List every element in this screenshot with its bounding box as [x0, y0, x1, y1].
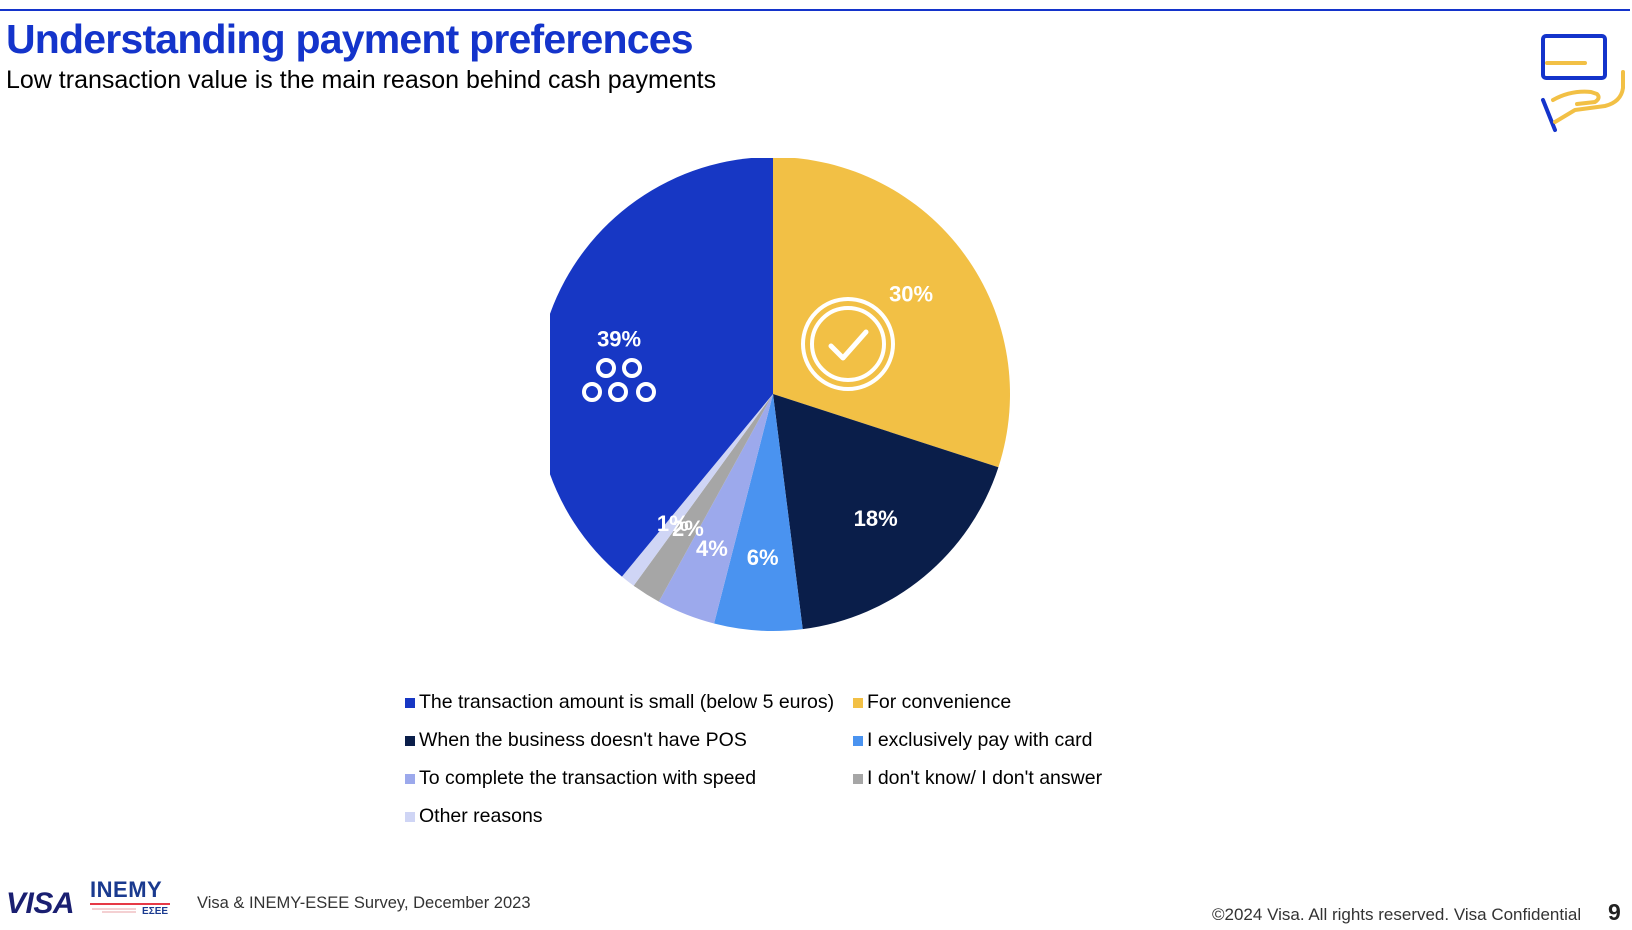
legend-swatch: [405, 735, 415, 746]
slice-label: 6%: [747, 545, 779, 570]
coins-icon: [582, 358, 656, 402]
legend-swatch: [853, 735, 863, 746]
copyright-notice: ©2024 Visa. All rights reserved. Visa Co…: [1212, 905, 1582, 924]
pie-slice: [773, 158, 1010, 468]
slice-label: 39%: [597, 327, 641, 352]
inemy-logo-fineprint: [92, 908, 137, 913]
legend-swatch: [405, 773, 415, 784]
legend-label: I exclusively pay with card: [867, 729, 1093, 751]
top-rule: [0, 9, 1630, 11]
pie-slice: [714, 394, 803, 631]
slice-label: 1%: [657, 511, 689, 536]
legend-label: The transaction amount is small (below 5…: [419, 691, 835, 713]
slice-label: 18%: [854, 506, 898, 531]
source-note: Visa & INEMY-ESEE Survey, December 2023: [197, 894, 531, 912]
legend-item: I exclusively pay with card: [853, 726, 1153, 755]
legend-label: To complete the transaction with speed: [419, 767, 757, 789]
legend-item: Other reasons: [405, 802, 853, 831]
page-subtitle: Low transaction value is the main reason…: [6, 66, 717, 94]
pie-slice: [633, 394, 773, 602]
inemy-logo: INEMY ΕΣΕΕ: [90, 877, 171, 919]
legend-label: I don't know/ I don't answer: [867, 767, 1103, 789]
inemy-logo-text: INEMY: [90, 877, 163, 902]
legend-label: When the business doesn't have POS: [419, 729, 747, 751]
slice-label: 4%: [696, 536, 728, 561]
pie-slice: [773, 394, 999, 630]
inemy-logo-subtext: ΕΣΕΕ: [142, 906, 169, 917]
visa-logo: VISA: [6, 887, 75, 920]
check-circle-icon: [801, 297, 895, 391]
inemy-logo-rule: [90, 903, 171, 905]
legend-label: For convenience: [867, 691, 1012, 713]
footer-logos: VISA INEMY ΕΣΕΕ: [6, 877, 171, 920]
pie-chart: 30% 18% 6% 4%2%1% 39%: [550, 158, 1010, 631]
legend: The transaction amount is small (below 5…: [405, 688, 1153, 831]
page-number: 9: [1608, 899, 1621, 925]
legend-item: To complete the transaction with speed: [405, 764, 853, 793]
legend-swatch: [853, 697, 863, 708]
legend-item: I don't know/ I don't answer: [853, 764, 1153, 793]
legend-swatch: [853, 773, 863, 784]
pie-slice: [621, 394, 773, 586]
legend-swatch: [405, 811, 415, 822]
slice-label: 2%: [672, 516, 704, 541]
legend-label: Other reasons: [419, 805, 543, 827]
hand-holding-card-icon: [1541, 34, 1625, 132]
legend-item: For convenience: [853, 688, 1153, 717]
pie-slice: [550, 158, 773, 577]
legend-item: The transaction amount is small (below 5…: [405, 688, 853, 717]
slice-label: 30%: [889, 282, 933, 307]
legend-item: When the business doesn't have POS: [405, 726, 853, 755]
page-title: Understanding payment preferences: [6, 16, 694, 62]
legend-swatch: [405, 697, 415, 708]
pie-slice: [658, 394, 773, 624]
